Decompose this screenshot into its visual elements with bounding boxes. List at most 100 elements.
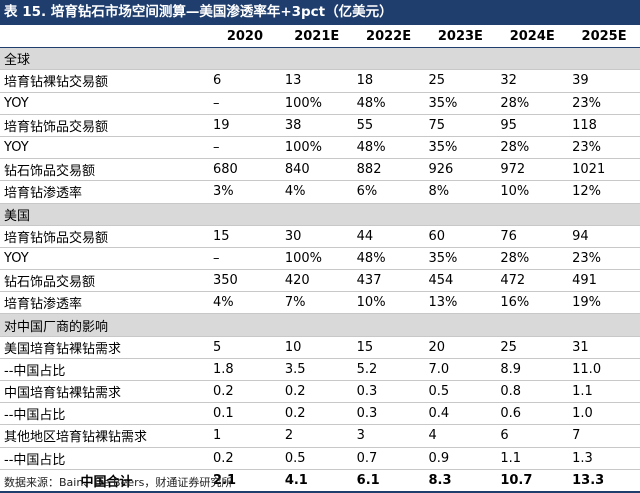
value-cell: 1.1 xyxy=(568,380,640,404)
table-row: 培育钻饰品交易额 15 30 44 60 76 94 xyxy=(0,225,640,248)
value-cell: 35% xyxy=(424,247,497,271)
value-cell: 0.2 xyxy=(280,380,353,404)
section-header-row: 对中国厂商的影响 xyxy=(0,313,640,337)
header-row: 2020 2021E 2022E 2023E 2024E 2025E xyxy=(0,26,640,49)
value-cell: 4 xyxy=(424,424,497,448)
table-row: 培育钻渗透率 4% 7% 10% 13% 16% 19% xyxy=(0,291,640,315)
value-cell: 55 xyxy=(352,114,425,137)
value-cell: 0.6 xyxy=(496,402,569,426)
value-cell: 28% xyxy=(496,247,569,271)
row-label: 钻石饰品交易额 xyxy=(0,158,209,182)
value-cell: 6 xyxy=(209,69,281,93)
table-row: 钻石饰品交易额 350 420 437 454 472 491 xyxy=(0,269,640,293)
table-row: 美国培育钻裸钻需求 5 10 15 20 25 31 xyxy=(0,336,640,359)
value-cell: 60 xyxy=(424,225,497,248)
row-label: 美国培育钻裸钻需求 xyxy=(0,336,209,359)
market-size-table: 2020 2021E 2022E 2023E 2024E 2025E 全球 培育钻… xyxy=(0,26,640,493)
row-label: YOY xyxy=(0,247,209,271)
value-cell: 972 xyxy=(496,158,569,182)
value-cell: 1021 xyxy=(568,158,640,182)
value-cell: 7.0 xyxy=(424,358,497,382)
table-row: 培育钻饰品交易额 19 38 55 75 95 118 xyxy=(0,114,640,137)
row-label: 培育钻渗透率 xyxy=(0,291,209,315)
value-cell: 100% xyxy=(280,247,353,271)
table-row: YOY –100% 48% 35% 28% 23% xyxy=(0,136,640,160)
value-cell: 100% xyxy=(280,92,353,115)
table-row: YOY –100% 48% 35% 28% 23% xyxy=(0,92,640,115)
value-cell: 0.2 xyxy=(280,402,353,426)
value-cell: 6% xyxy=(352,180,425,204)
value-cell: 5.2 xyxy=(352,358,425,382)
value-cell: 76 xyxy=(496,225,569,248)
value-cell: 95 xyxy=(496,114,569,137)
section-header-row: 全球 xyxy=(0,47,640,71)
value-cell: 15 xyxy=(352,336,425,359)
value-cell: 23% xyxy=(568,92,640,115)
value-cell: 16% xyxy=(496,291,569,315)
value-cell: 0.4 xyxy=(424,402,497,426)
value-cell: 0.3 xyxy=(352,380,425,404)
value-cell: 1.8 xyxy=(209,358,281,382)
value-cell: 3% xyxy=(209,180,281,204)
value-cell: 48% xyxy=(352,92,425,115)
value-cell: 5 xyxy=(209,336,281,359)
value-cell: 4% xyxy=(209,291,281,315)
header-blank-cell xyxy=(0,26,209,49)
value-cell: – xyxy=(209,136,281,160)
value-cell: 13% xyxy=(424,291,497,315)
section-label: 美国 xyxy=(0,203,640,226)
value-cell: 20 xyxy=(424,336,497,359)
value-cell: 75 xyxy=(424,114,497,137)
table-row: --中国占比 1.8 3.5 5.2 7.0 8.9 11.0 xyxy=(0,358,640,382)
value-cell: 0.1 xyxy=(209,402,281,426)
value-cell: 0.7 xyxy=(352,447,425,470)
column-header: 2025E xyxy=(568,26,640,49)
value-cell: 1.3 xyxy=(568,447,640,470)
value-cell: 8.9 xyxy=(496,358,569,382)
value-cell: 25 xyxy=(496,336,569,359)
column-header: 2024E xyxy=(496,26,569,49)
value-cell: 44 xyxy=(352,225,425,248)
value-cell: 4.1 xyxy=(280,469,353,493)
row-label: 培育钻饰品交易额 xyxy=(0,225,209,248)
value-cell: 38 xyxy=(280,114,353,137)
row-label: YOY xyxy=(0,136,209,160)
row-label: --中国占比 xyxy=(0,358,209,382)
value-cell: 94 xyxy=(568,225,640,248)
value-cell: 840 xyxy=(280,158,353,182)
value-cell: 30 xyxy=(280,225,353,248)
value-cell: 13.3 xyxy=(568,469,640,493)
row-label: 钻石饰品交易额 xyxy=(0,269,209,293)
value-cell: 13 xyxy=(280,69,353,93)
table-title: 表 15. 培育钻石市场空间测算—美国渗透率年+3pct（亿美元） xyxy=(0,0,640,25)
value-cell: 0.2 xyxy=(209,380,281,404)
value-cell: 1 xyxy=(209,424,281,448)
table-row: YOY –100% 48% 35% 28% 23% xyxy=(0,247,640,271)
value-cell: 0.5 xyxy=(280,447,353,470)
value-cell: 10% xyxy=(352,291,425,315)
value-cell: 1.0 xyxy=(568,402,640,426)
row-label: 培育钻裸钻交易额 xyxy=(0,69,209,93)
value-cell: 0.8 xyxy=(496,380,569,404)
value-cell: 19% xyxy=(568,291,640,315)
value-cell: 28% xyxy=(496,92,569,115)
value-cell: 420 xyxy=(280,269,353,293)
row-label: 其他地区培育钻裸钻需求 xyxy=(0,424,209,448)
table-row: 培育钻渗透率 3% 4% 6% 8% 10% 12% xyxy=(0,180,640,204)
column-header: 2020 xyxy=(209,26,281,49)
value-cell: 12% xyxy=(568,180,640,204)
value-cell: 48% xyxy=(352,136,425,160)
column-header: 2023E xyxy=(424,26,497,49)
value-cell: 32 xyxy=(496,69,569,93)
value-cell: 680 xyxy=(209,158,281,182)
value-cell: 28% xyxy=(496,136,569,160)
value-cell: 1.1 xyxy=(496,447,569,470)
value-cell: 118 xyxy=(568,114,640,137)
row-label: 培育钻渗透率 xyxy=(0,180,209,204)
value-cell: 4% xyxy=(280,180,353,204)
value-cell: 454 xyxy=(424,269,497,293)
value-cell: 350 xyxy=(209,269,281,293)
value-cell: 10% xyxy=(496,180,569,204)
value-cell: 0.9 xyxy=(424,447,497,470)
value-cell: 7 xyxy=(568,424,640,448)
